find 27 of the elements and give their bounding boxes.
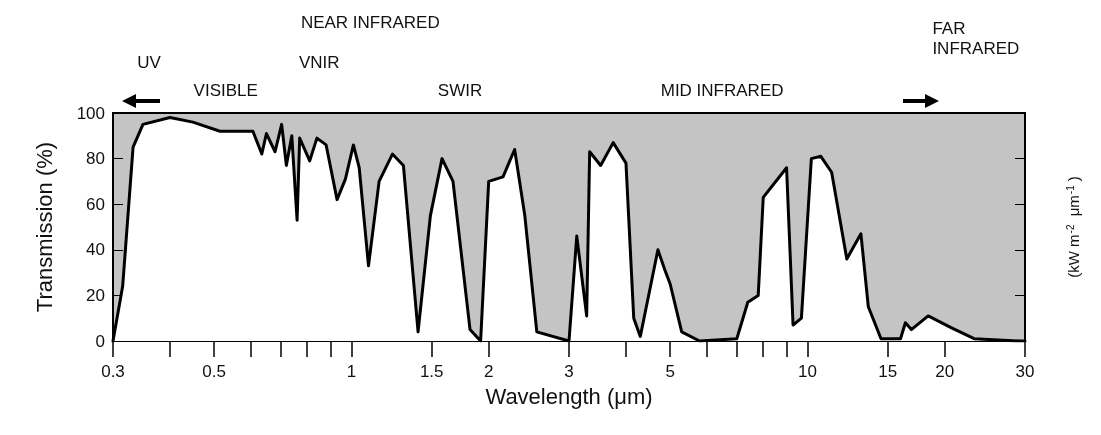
x-tick-label: 30 (1015, 362, 1035, 381)
y-tick-label: 20 (86, 285, 105, 305)
text: MID INFRARED (660, 80, 784, 100)
x-tick-label: 15 (878, 362, 898, 381)
text: UV (137, 52, 162, 72)
x-tick-label: 1.5 (419, 362, 444, 381)
y-tick-label: 40 (86, 240, 105, 260)
text: VNIR (298, 52, 340, 72)
text: VISIBLE (193, 80, 258, 100)
x-tick-label: 20 (935, 362, 955, 381)
x-tick-label: 5 (665, 362, 675, 381)
x-tick-label: 10 (797, 362, 817, 381)
y-tick-label: 60 (86, 194, 105, 214)
x-tick-label: 0.5 (202, 362, 226, 381)
y-axis-title: Transmission (%) (31, 141, 57, 313)
text: FAR INFRARED (932, 18, 1020, 58)
y-tick-label: 100 (76, 103, 105, 123)
x-tick-label: 1 (346, 362, 357, 381)
x-axis-title: Wavelength (μm) (485, 383, 653, 409)
x-tick-label: 0.3 (101, 362, 125, 381)
y2-axis-title: (kW m-2 μm-1) (1064, 176, 1082, 278)
text: SWIR (437, 80, 483, 100)
x-tick-label: 2 (483, 362, 494, 381)
y-tick-label: 0 (95, 331, 105, 351)
x-tick-label: 3 (564, 362, 574, 381)
y-tick-label: 80 (86, 149, 105, 169)
text: NEAR INFRARED (300, 12, 440, 32)
